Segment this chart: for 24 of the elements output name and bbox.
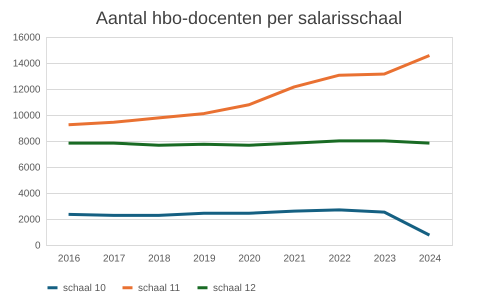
legend-label: schaal 12 — [213, 282, 256, 294]
legend-label: schaal 10 — [63, 282, 106, 294]
legend-label: schaal 11 — [138, 282, 181, 294]
x-tick-label: 2018 — [148, 254, 171, 264]
x-tick-label: 2022 — [328, 254, 352, 264]
x-tick-label: 2024 — [418, 254, 442, 264]
y-tick-label: 14000 — [12, 58, 41, 70]
line-series — [67, 208, 431, 237]
x-tick-label: 2020 — [238, 254, 262, 264]
y-tick-label: 6000 — [18, 162, 41, 174]
x-tick-label: 2021 — [283, 254, 306, 264]
y-tick-label: 8000 — [18, 136, 41, 148]
line-series — [67, 54, 431, 126]
y-tick-label: 2000 — [18, 214, 41, 226]
x-tick-label: 2016 — [58, 254, 81, 264]
y-tick-label: 16000 — [12, 32, 41, 44]
y-tick-label: 4000 — [18, 188, 41, 200]
y-tick-label: 0 — [34, 240, 41, 252]
x-tick-label: 2019 — [193, 254, 216, 264]
x-tick-label: 2017 — [103, 254, 126, 264]
y-tick-label: 10000 — [12, 110, 41, 122]
x-tick-label: 2023 — [374, 254, 396, 264]
y-tick-label: 12000 — [12, 84, 41, 96]
chart-title: Aantal hbo-docenten per salarisschaal — [96, 8, 402, 28]
